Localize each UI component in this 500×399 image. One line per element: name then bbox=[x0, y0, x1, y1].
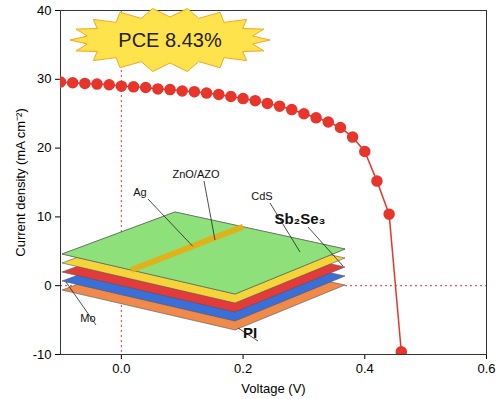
svg-text:0.0: 0.0 bbox=[112, 361, 130, 376]
svg-text:0: 0 bbox=[44, 278, 51, 293]
svg-text:40: 40 bbox=[37, 3, 51, 18]
svg-text:10: 10 bbox=[37, 209, 51, 224]
svg-text:0.4: 0.4 bbox=[356, 361, 374, 376]
svg-text:Sb₂Se₃: Sb₂Se₃ bbox=[274, 210, 325, 227]
svg-text:-10: -10 bbox=[33, 347, 52, 362]
svg-text:ZnO/AZO: ZnO/AZO bbox=[172, 168, 220, 180]
svg-text:Ag: Ag bbox=[133, 186, 146, 198]
svg-text:Mo: Mo bbox=[80, 312, 95, 324]
svg-text:30: 30 bbox=[37, 71, 51, 86]
svg-text:PCE 8.43%: PCE 8.43% bbox=[118, 29, 222, 51]
svg-text:PI: PI bbox=[243, 324, 257, 341]
svg-text:0.6: 0.6 bbox=[477, 361, 495, 376]
svg-text:Voltage (V): Voltage (V) bbox=[241, 381, 305, 396]
svg-text:0.2: 0.2 bbox=[234, 361, 252, 376]
svg-text:CdS: CdS bbox=[251, 190, 272, 202]
svg-text:Current density (mA cm⁻²): Current density (mA cm⁻²) bbox=[13, 108, 28, 256]
svg-text:20: 20 bbox=[37, 140, 51, 155]
